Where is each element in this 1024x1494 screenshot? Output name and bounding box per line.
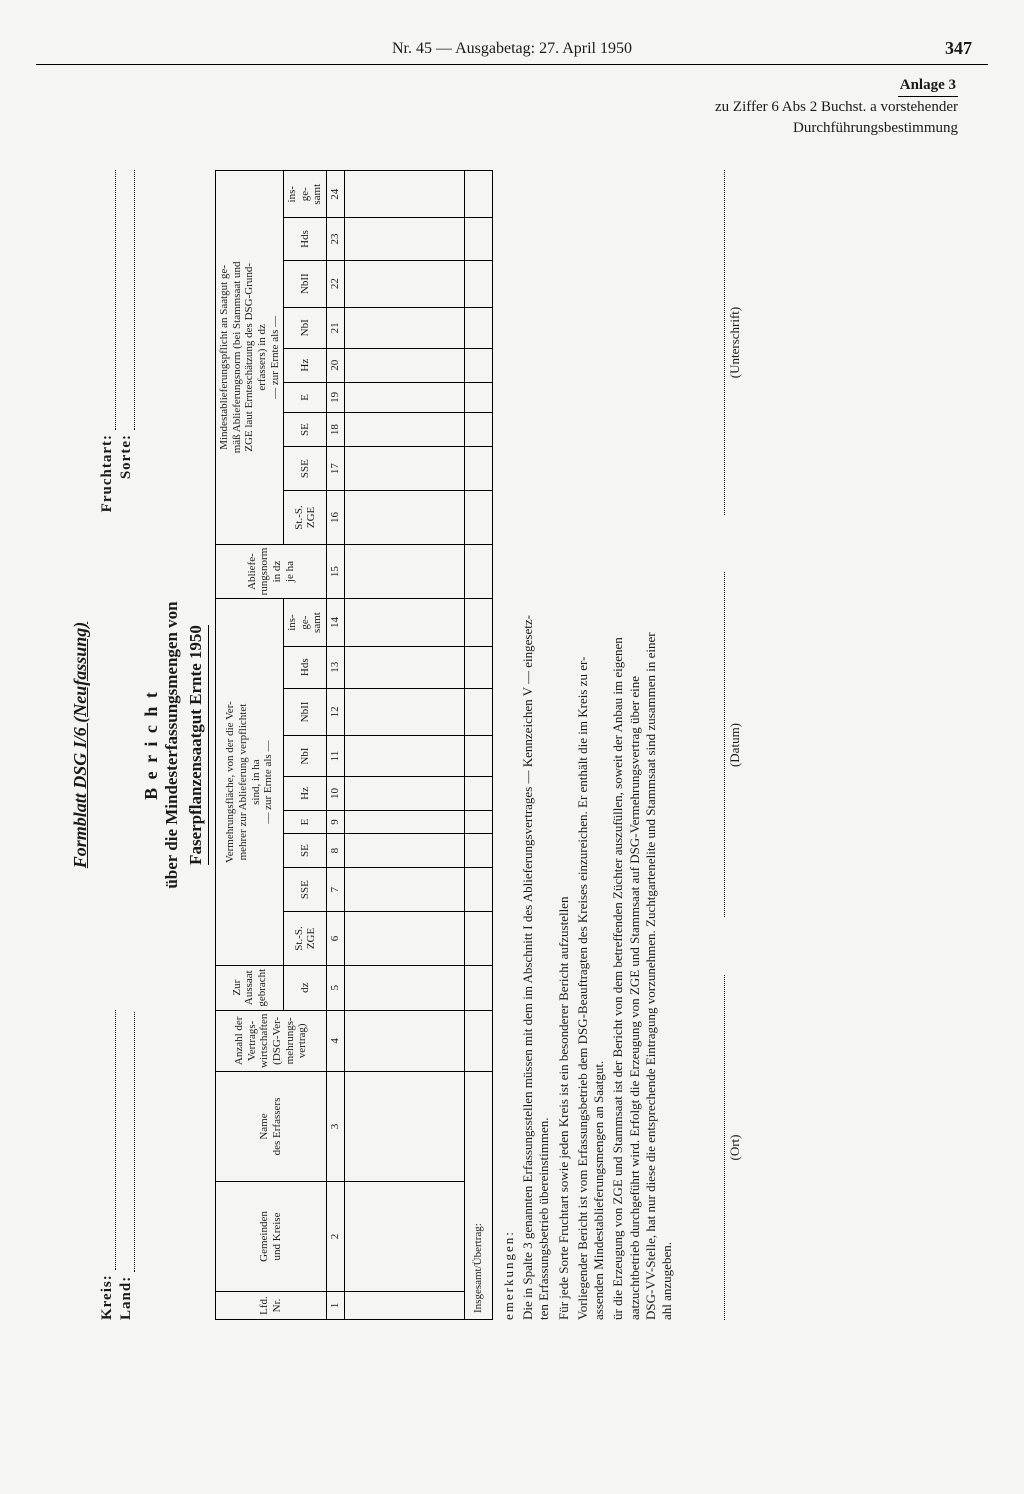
fruchtart-field[interactable] <box>102 170 116 430</box>
col-20: Hz <box>284 348 327 382</box>
col-norm: Abliefe-rungsnormin dzje ha <box>216 544 327 599</box>
col-group-b: Mindestablieferungspflicht an Saatgut ge… <box>216 171 284 545</box>
datum-field[interactable] <box>711 573 725 918</box>
anlage-sub2: Durchführungsbestimmung <box>793 120 958 136</box>
col-7: SSE <box>284 867 327 911</box>
anlage-sub1: zu Ziffer 6 Abs 2 Buchst. a vorstehender <box>715 99 958 115</box>
col-23: Hds <box>284 218 327 260</box>
num-11: 11 <box>327 736 345 777</box>
form-id: Formblatt DSG I/6 (Neufassung) <box>70 170 91 1320</box>
num-7: 7 <box>327 867 345 911</box>
col-5-unit: dz <box>284 965 327 1010</box>
col-8: SE <box>284 834 327 868</box>
col-9: E <box>284 810 327 833</box>
col-lfd: Lfd.Nr. <box>216 1292 327 1320</box>
col-21: NbI <box>284 307 327 348</box>
fruchtart-label: Fruchtart: <box>99 434 116 512</box>
report-subtitle2: Faserpflanzensaatgut Ernte 1950 <box>186 625 209 865</box>
datum-label: (Datum) <box>727 723 742 767</box>
header-rule <box>36 64 988 65</box>
num-24: 24 <box>327 171 345 218</box>
num-19: 19 <box>327 382 345 413</box>
col-aussaat: ZurAussaatgebracht <box>216 965 284 1010</box>
notes-block: emerkungen: Die in Spalte 3 genannten Er… <box>501 170 676 1320</box>
issue-header: Nr. 45 — Ausgabetag: 27. April 1950 <box>36 40 988 58</box>
col-13: Hds <box>284 646 327 688</box>
num-5: 5 <box>327 965 345 1010</box>
signature-row: (Ort) (Datum) (Unterschrift) <box>711 170 743 1320</box>
note-2: Für jede Sorte Fruchtart sowie jeden Kre… <box>556 170 572 1320</box>
note-1: Die in Spalte 3 genannten Erfassungsstel… <box>520 170 553 1320</box>
num-10: 10 <box>327 777 345 811</box>
num-14: 14 <box>327 599 345 646</box>
col-14: ins-ge-samt <box>284 599 327 646</box>
col-22: NbII <box>284 260 327 307</box>
col-erfasser: Namedes Erfassers <box>216 1072 327 1182</box>
col-10: Hz <box>284 777 327 811</box>
sorte-field[interactable] <box>121 170 135 430</box>
num-13: 13 <box>327 646 345 688</box>
land-label: Land: <box>118 1276 135 1320</box>
num-6: 6 <box>327 912 345 966</box>
num-8: 8 <box>327 834 345 868</box>
num-3: 3 <box>327 1072 345 1182</box>
report-subtitle1: über die Mindesterfassungsmengen von <box>162 170 182 1320</box>
col-anzahl: Anzahl derVertrags-wirtschaften(DSG-Ver-… <box>216 1010 327 1071</box>
num-20: 20 <box>327 348 345 382</box>
anlage-block: Anlage 3 zu Ziffer 6 Abs 2 Buchst. a vor… <box>36 75 958 138</box>
report-title: B e r i c h t <box>141 170 162 1320</box>
col-6: St.-S.ZGE <box>284 912 327 966</box>
num-9: 9 <box>327 810 345 833</box>
kreis-label: Kreis: <box>99 1274 116 1320</box>
num-18: 18 <box>327 413 345 447</box>
unterschrift-field[interactable] <box>711 170 725 515</box>
report-table: Lfd.Nr. Gemeindenund Kreise Namedes Erfa… <box>215 170 493 1320</box>
kreis-field[interactable] <box>102 1010 116 1270</box>
col-11: NbI <box>284 736 327 777</box>
sorte-label: Sorte: <box>118 434 135 479</box>
col-24: ins-ge-samt <box>284 171 327 218</box>
total-label: Insgesamt/Übertrag: <box>464 1072 492 1320</box>
ort-label: (Ort) <box>727 1135 742 1161</box>
num-21: 21 <box>327 307 345 348</box>
note-4: ür die Erzeugung von ZGE und Stammsaat i… <box>610 170 675 1320</box>
col-19: E <box>284 382 327 413</box>
num-22: 22 <box>327 260 345 307</box>
anlage-title: Anlage 3 <box>898 75 958 97</box>
num-4: 4 <box>327 1010 345 1071</box>
num-1: 1 <box>327 1292 345 1320</box>
col-gemeinden: Gemeindenund Kreise <box>216 1182 327 1292</box>
rotated-form: Formblatt DSG I/6 (Neufassung) Kreis: Fr… <box>70 170 610 1320</box>
col-12: NbII <box>284 688 327 735</box>
total-row: Insgesamt/Übertrag: <box>464 171 492 1320</box>
col-17: SSE <box>284 446 327 490</box>
unterschrift-label: (Unterschrift) <box>727 307 742 378</box>
num-2: 2 <box>327 1182 345 1292</box>
page-number: 347 <box>945 38 972 59</box>
num-15: 15 <box>327 544 345 599</box>
ort-field[interactable] <box>711 975 725 1320</box>
num-17: 17 <box>327 446 345 490</box>
note-3: Vorliegender Bericht ist vom Erfassungsb… <box>575 170 608 1320</box>
col-18: SE <box>284 413 327 447</box>
num-23: 23 <box>327 218 345 260</box>
col-group-a: Vermehrungsfläche, von der die Ver-mehre… <box>216 599 284 965</box>
num-12: 12 <box>327 688 345 735</box>
notes-heading: emerkungen: <box>501 1230 516 1320</box>
table-row <box>344 171 464 1320</box>
land-field[interactable] <box>121 1012 135 1272</box>
col-16: St.-S.ZGE <box>284 491 327 545</box>
num-16: 16 <box>327 491 345 545</box>
